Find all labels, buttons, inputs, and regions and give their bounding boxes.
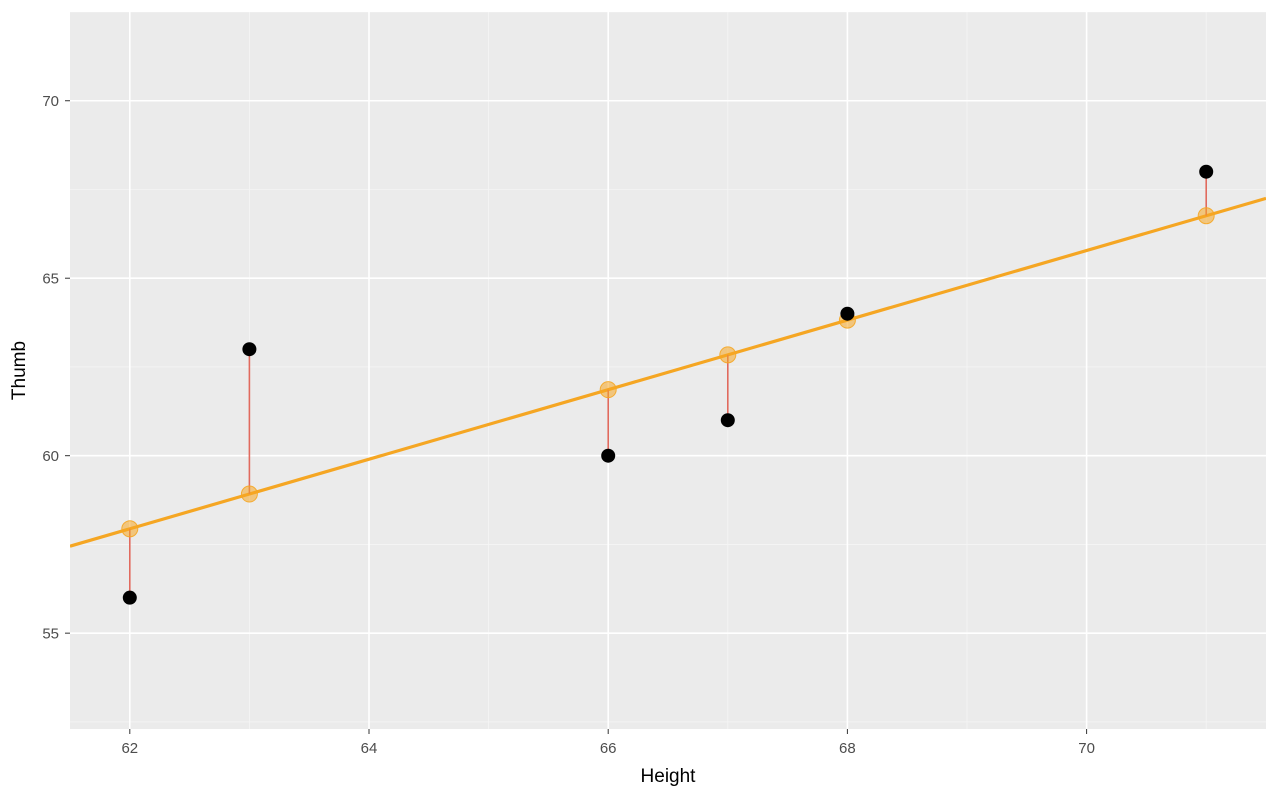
fitted-point	[122, 521, 138, 537]
observed-point	[721, 413, 735, 427]
fitted-point	[1198, 208, 1214, 224]
x-tick-label: 68	[839, 740, 856, 757]
y-axis-title: Thumb	[9, 341, 30, 400]
x-tick-label: 62	[121, 740, 138, 757]
observed-point	[840, 307, 854, 321]
x-tick-label: 66	[600, 740, 617, 757]
observed-point	[123, 591, 137, 605]
observed-point	[1199, 165, 1213, 179]
fitted-point	[241, 486, 257, 502]
y-tick-label: 70	[42, 93, 59, 110]
x-tick-label: 70	[1078, 740, 1095, 757]
x-tick-label: 64	[361, 740, 378, 757]
y-tick-label: 60	[42, 448, 59, 465]
observed-point	[242, 342, 256, 356]
scatter-regression-chart: 62 64 66 68 70 55 60 65 70 Height Thumb	[0, 0, 1280, 791]
x-axis-title: Height	[641, 766, 697, 787]
y-tick-label: 55	[42, 625, 59, 642]
y-tick-label: 65	[42, 270, 59, 287]
observed-point	[601, 449, 615, 463]
fitted-point	[720, 347, 736, 363]
chart-container: 62 64 66 68 70 55 60 65 70 Height Thumb	[0, 0, 1280, 791]
fitted-point	[600, 382, 616, 398]
